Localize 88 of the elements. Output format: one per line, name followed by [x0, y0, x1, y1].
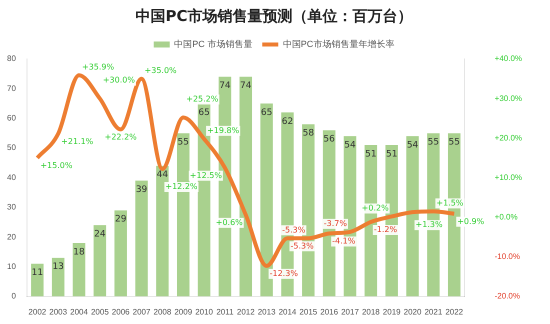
data-label: +35.9%: [82, 62, 115, 72]
chart-title: 中国PC市场销售量预测（单位：百万台）: [135, 6, 413, 25]
data-label: 55: [428, 138, 440, 148]
data-label: -3.7%: [324, 218, 348, 228]
data-label: -1.2%: [374, 225, 398, 234]
data-label: +22.2%: [104, 132, 138, 142]
y2-tick-label: -20.0%: [494, 292, 520, 301]
y-tick-label: 60: [6, 114, 16, 123]
data-label: 74: [219, 81, 231, 92]
data-label: +35.0%: [144, 66, 178, 75]
data-label: +1.3%: [416, 220, 443, 230]
x-tick-label: 2018: [362, 307, 380, 316]
data-label: 62: [282, 116, 294, 127]
data-label: +30.0%: [102, 76, 136, 85]
x-tick-label: 2022: [445, 307, 464, 316]
data-label: +0.9%: [457, 216, 485, 226]
x-tick-label: 2016: [320, 307, 339, 316]
data-label: 51: [365, 149, 377, 160]
data-label: 74: [240, 81, 252, 92]
y-tick-label: 0: [11, 292, 16, 301]
data-label: +12.2%: [165, 182, 198, 192]
data-label: +0.6%: [216, 218, 244, 227]
x-tick-label: 2011: [216, 307, 234, 316]
y-tick-label: 30: [6, 202, 16, 212]
data-label: -12.3%: [270, 269, 298, 278]
data-label: 13: [52, 262, 64, 272]
data-label: +12.5%: [190, 170, 222, 180]
data-label: 39: [136, 185, 148, 196]
y2-tick-label: +0.0%: [494, 212, 518, 222]
x-tick-label: 2010: [195, 307, 214, 316]
data-label: 29: [114, 214, 127, 225]
data-label: 54: [344, 140, 356, 150]
data-label: 44: [156, 170, 168, 180]
y2-tick-label: +40.0%: [494, 54, 522, 64]
data-label: -5.3%: [290, 241, 314, 250]
x-tick-label: 2008: [153, 307, 172, 316]
data-label: 56: [323, 134, 336, 145]
x-tick-label: 2019: [382, 307, 402, 316]
y-tick-label: 80: [6, 54, 16, 64]
x-tick-label: 2014: [278, 307, 297, 316]
bar: [94, 225, 106, 296]
x-tick-label: 2020: [404, 307, 422, 316]
y2-tick-label: +20.0%: [494, 133, 522, 142]
data-label: -4.1%: [332, 236, 356, 246]
y2-tick-label: -10.0%: [494, 252, 520, 262]
x-tick-label: 2006: [112, 307, 130, 316]
y-tick-label: 50: [6, 143, 16, 152]
data-label: 65: [260, 108, 272, 118]
data-label: +19.8%: [207, 126, 240, 136]
x-tick-label: 2015: [299, 307, 318, 316]
bar: [52, 258, 64, 296]
x-tick-label: 2005: [90, 307, 110, 316]
x-tick-label: 2002: [28, 307, 47, 316]
bar: [114, 210, 127, 296]
data-label: 24: [94, 230, 106, 240]
y-tick-label: 10: [6, 262, 16, 271]
data-label: +0.2%: [362, 204, 390, 213]
bar: [72, 242, 86, 296]
x-tick-label: 2021: [424, 307, 443, 316]
data-label: +21.1%: [61, 136, 94, 146]
y-tick-label: 20: [6, 232, 16, 242]
y2-tick-label: +10.0%: [494, 172, 522, 182]
data-label: +25.2%: [186, 94, 219, 104]
data-label: 51: [386, 149, 398, 160]
y2-tick-label: +30.0%: [494, 94, 522, 103]
x-tick-label: 2007: [132, 307, 151, 316]
data-label: +1.5%: [436, 198, 464, 208]
y-tick-label: 70: [6, 84, 16, 93]
data-label: 54: [406, 140, 419, 150]
y-tick-label: 40: [6, 172, 16, 182]
x-tick-label: 2004: [70, 307, 88, 316]
x-tick-label: 2012: [236, 307, 256, 316]
x-tick-label: 2017: [341, 307, 360, 316]
bar: [135, 180, 148, 296]
data-label: 55: [448, 138, 460, 148]
legend-label: 中国PC 市场销售量: [174, 38, 252, 49]
x-tick-label: 2009: [174, 307, 193, 316]
data-label: 18: [73, 247, 86, 258]
data-label: 55: [178, 138, 189, 148]
data-label: -5.3%: [282, 225, 306, 234]
x-tick-label: 2013: [258, 307, 276, 316]
data-label: +15.0%: [40, 160, 73, 170]
x-tick-label: 2003: [49, 307, 68, 316]
data-label: 11: [32, 268, 44, 278]
legend-label: 中国PC市场销售量年增长率: [282, 38, 394, 49]
data-label: 65: [198, 108, 210, 118]
bar: [31, 264, 44, 296]
data-label: 58: [302, 128, 314, 139]
